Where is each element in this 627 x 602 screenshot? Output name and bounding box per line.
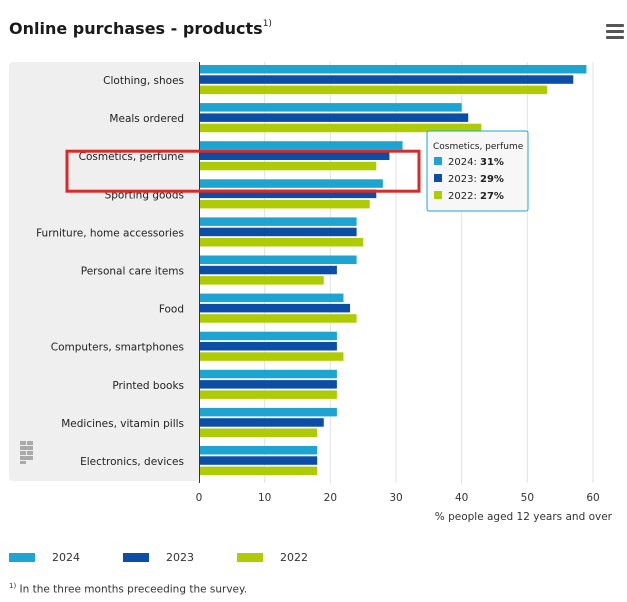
bar-personal-care-items-2022 <box>199 276 324 285</box>
legend-swatch-2023 <box>123 553 149 562</box>
tooltip-title: Cosmetics, perfume <box>433 142 524 152</box>
category-label-electronics-devices: Electronics, devices <box>80 456 184 468</box>
bar-computers-smartphones-2024 <box>199 331 337 341</box>
legend-swatch-2022 <box>237 553 263 562</box>
legend-swatch-2024 <box>9 553 35 562</box>
bar-computers-smartphones-2023 <box>199 342 337 351</box>
bar-electronics-devices-2022 <box>199 466 318 476</box>
bar-food-2024 <box>199 293 344 303</box>
legend-item-2023[interactable]: 2023 <box>123 551 194 564</box>
bar-meals-ordered-2024 <box>199 103 462 112</box>
tooltip-row-label-2022: 2022: <box>448 191 480 202</box>
bar-clothing-shoes-2024 <box>199 65 587 74</box>
x-tick-label-30: 30 <box>389 492 402 504</box>
tooltip-row-value-2024: 31% <box>480 157 504 168</box>
title-footnote-mark: 1) <box>262 18 272 29</box>
legend-label-2023: 2023 <box>166 551 194 564</box>
bar-furniture-home-accessories-2023 <box>199 227 357 237</box>
tooltip-box <box>426 130 529 212</box>
logo-part-4 <box>27 451 33 455</box>
logo-part-5 <box>20 456 33 460</box>
bar-furniture-home-accessories-2024 <box>199 217 357 226</box>
logo-part-0 <box>20 441 26 445</box>
bar-medicines-vitamin-pills-2024 <box>199 407 337 417</box>
category-label-personal-care-items: Personal care items <box>81 266 184 278</box>
category-label-food: Food <box>159 304 184 316</box>
logo-part-2 <box>20 446 33 450</box>
category-label-computers-smartphones: Computers, smartphones <box>51 342 184 354</box>
bar-medicines-vitamin-pills-2022 <box>199 428 318 437</box>
category-label-printed-books: Printed books <box>112 380 184 392</box>
bar-personal-care-items-2024 <box>199 255 357 264</box>
tooltip-row-2023: 2023: 29% <box>448 174 504 185</box>
bar-cosmetics-perfume-2022 <box>199 161 377 171</box>
tooltip-row-label-2023: 2023: <box>448 174 480 185</box>
bar-sporting-goods-2023 <box>199 189 377 199</box>
category-label-meals-ordered: Meals ordered <box>109 113 184 125</box>
label-panel <box>9 62 199 481</box>
legend-label-2024: 2024 <box>52 551 80 564</box>
logo-part-1 <box>27 441 33 445</box>
legend-item-2024[interactable]: 2024 <box>9 551 80 564</box>
bar-furniture-home-accessories-2022 <box>199 238 364 247</box>
bar-sporting-goods-2024 <box>199 179 383 188</box>
tooltip-row-value-2022: 27% <box>480 191 504 202</box>
tooltip-row-2022: 2022: 27% <box>448 191 504 202</box>
x-axis-label: % people aged 12 years and over <box>435 511 613 523</box>
tooltip-swatch-2024 <box>434 157 442 165</box>
bar-clothing-shoes-2023 <box>199 75 574 84</box>
highlight-box <box>65 149 421 193</box>
footnote: 1) In the three months preceeding the su… <box>9 582 247 596</box>
tooltip-row-label-2024: 2024: <box>448 157 480 168</box>
bar-clothing-shoes-2022 <box>199 85 548 95</box>
bar-electronics-devices-2023 <box>199 456 318 465</box>
bar-meals-ordered-2023 <box>199 113 469 122</box>
x-tick-label-10: 10 <box>258 492 271 504</box>
footnote-mark: 1) <box>9 582 17 590</box>
x-tick-label-50: 50 <box>521 492 534 504</box>
legend-label-2022: 2022 <box>280 551 308 564</box>
legend-item-2022[interactable]: 2022 <box>237 551 308 564</box>
category-label-clothing-shoes: Clothing, shoes <box>103 75 184 87</box>
bar-sporting-goods-2022 <box>199 199 370 209</box>
chart-title-text: Online purchases - products <box>9 19 263 38</box>
x-tick-label-60: 60 <box>586 492 599 504</box>
bar-printed-books-2022 <box>199 390 337 399</box>
footnote-text: In the three months preceeding the surve… <box>16 583 248 596</box>
x-tick-label-20: 20 <box>324 492 337 504</box>
bar-food-2023 <box>199 303 351 313</box>
bar-printed-books-2023 <box>199 380 337 389</box>
tooltip-swatch-2022 <box>434 191 442 199</box>
bar-computers-smartphones-2022 <box>199 352 344 361</box>
x-tick-label-0: 0 <box>196 492 203 504</box>
category-label-furniture-home-accessories: Furniture, home accessories <box>36 227 184 239</box>
tooltip-row-2024: 2024: 31% <box>448 157 504 168</box>
bar-electronics-devices-2024 <box>199 446 318 455</box>
bar-personal-care-items-2023 <box>199 265 337 275</box>
bar-medicines-vitamin-pills-2023 <box>199 418 324 427</box>
chart-title: Online purchases - products1) <box>9 19 272 38</box>
legend: 2024 2023 2022 <box>9 551 351 564</box>
bar-chart: Clothing, shoes Meals ordered Cosmetics, p… <box>9 62 613 523</box>
category-label-cosmetics-perfume: Cosmetics, perfume <box>79 151 184 163</box>
hamburger-menu-icon[interactable] <box>606 24 624 40</box>
bar-cosmetics-perfume-2024 <box>199 141 403 150</box>
category-label-medicines-vitamin-pills: Medicines, vitamin pills <box>61 418 184 430</box>
tooltip-row-value-2023: 29% <box>480 174 504 185</box>
x-tick-label-40: 40 <box>455 492 468 504</box>
logo-part-6 <box>20 461 26 464</box>
logo-part-3 <box>20 451 26 455</box>
bar-meals-ordered-2022 <box>199 123 482 133</box>
tooltip-swatch-2023 <box>434 174 442 182</box>
bar-cosmetics-perfume-2023 <box>199 151 390 160</box>
bar-printed-books-2024 <box>199 369 337 379</box>
bar-food-2022 <box>199 314 357 323</box>
